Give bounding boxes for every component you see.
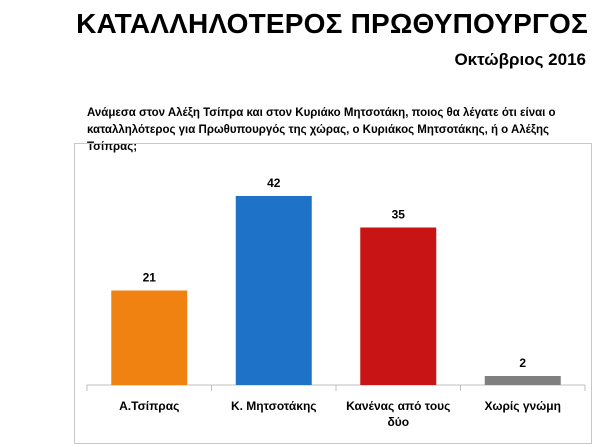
- page-subtitle: Οκτώβριος 2016: [454, 50, 586, 69]
- bar-value-label: 21: [143, 271, 157, 285]
- bar: [235, 196, 312, 385]
- page-title: ΚΑΤΑΛΛΗΛΟΤΕΡΟΣ ΠΡΩΘΥΠΟΥΡΓΟΣ: [76, 8, 588, 39]
- bar-value-label: 42: [267, 176, 281, 190]
- survey-question: Ανάμεσα στον Αλέξη Τσίπρα και στον Κυριά…: [87, 107, 556, 153]
- category-label: Χωρίς γνώμη: [485, 399, 561, 413]
- category-label: Α.Τσίπρας: [119, 399, 179, 413]
- chart-frame: [74, 143, 592, 444]
- bar: [360, 227, 437, 385]
- category-label: δύο: [387, 415, 409, 429]
- category-label: Κ. Μητσοτάκης: [231, 399, 317, 413]
- category-label: Κανένας από τους: [346, 399, 450, 413]
- bar-value-label: 2: [519, 356, 526, 370]
- bar: [111, 290, 188, 385]
- bar-value-label: 35: [392, 208, 406, 222]
- bar: [484, 376, 561, 385]
